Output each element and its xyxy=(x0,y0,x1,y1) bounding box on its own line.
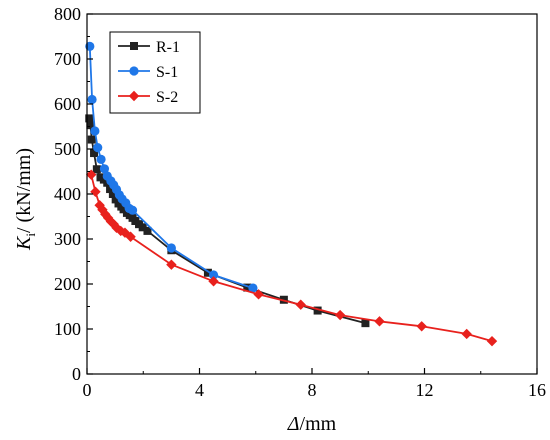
data-point xyxy=(87,135,96,144)
data-point xyxy=(97,204,108,215)
data-point xyxy=(253,289,264,300)
legend-box xyxy=(109,31,201,114)
x-tick-label: 12 xyxy=(416,380,434,400)
data-point xyxy=(361,319,370,328)
x-tick-label: 4 xyxy=(195,380,204,400)
data-point xyxy=(166,259,177,270)
data-point xyxy=(416,321,427,332)
y-tick-label: 600 xyxy=(54,94,81,114)
y-tick-label: 800 xyxy=(54,4,81,24)
legend-marker xyxy=(129,66,139,76)
legend-label: R-1 xyxy=(156,39,180,56)
data-point xyxy=(486,335,498,347)
data-point xyxy=(138,223,147,232)
data-point xyxy=(461,328,472,340)
y-tick-label: 300 xyxy=(54,229,81,249)
data-point xyxy=(313,306,322,315)
data-point xyxy=(208,270,219,280)
data-point xyxy=(94,200,105,211)
data-point xyxy=(106,185,115,194)
series-line xyxy=(90,174,493,342)
data-point xyxy=(100,209,111,220)
legend-entry-s-2: S-2 xyxy=(118,89,178,106)
data-point xyxy=(96,154,106,164)
y-tick-label: 500 xyxy=(54,139,81,159)
data-point xyxy=(295,299,306,310)
data-point xyxy=(86,169,97,180)
y-tick-label: 0 xyxy=(72,364,81,384)
data-point xyxy=(86,121,95,130)
y-tick-label: 700 xyxy=(54,49,81,69)
x-axis-title: Δ/mm xyxy=(287,413,337,435)
series-s-2 xyxy=(86,169,498,347)
x-tick-label: 8 xyxy=(308,380,317,400)
data-point xyxy=(127,205,138,215)
data-point xyxy=(166,243,176,253)
data-point xyxy=(334,309,346,321)
data-point xyxy=(208,276,219,287)
legend-label: S-1 xyxy=(156,64,178,81)
data-point xyxy=(87,94,97,105)
legend-marker xyxy=(130,42,138,50)
data-point xyxy=(99,164,110,174)
y-tick-label: 200 xyxy=(54,274,81,294)
x-tick-label: 0 xyxy=(83,380,92,400)
series-s-1 xyxy=(85,41,258,293)
y-axis-title: Ki/ (kN/mm) xyxy=(13,148,38,251)
data-point xyxy=(243,283,252,292)
data-point xyxy=(92,165,101,174)
legend-label: S-2 xyxy=(156,89,178,106)
series-r-1 xyxy=(85,114,370,328)
x-tick-label: 16 xyxy=(528,380,546,400)
data-point xyxy=(90,149,99,158)
data-point xyxy=(90,186,101,197)
y-tick-label: 100 xyxy=(54,319,81,339)
data-point xyxy=(125,231,136,242)
y-tick-label: 400 xyxy=(54,184,81,204)
data-point xyxy=(85,114,94,123)
data-point xyxy=(374,316,385,327)
data-point xyxy=(93,143,103,153)
legend-entry-s-1: S-1 xyxy=(118,64,178,81)
legend-marker xyxy=(128,90,140,102)
data-point xyxy=(90,126,100,136)
data-point xyxy=(108,190,117,198)
data-point xyxy=(203,268,212,277)
data-point xyxy=(143,226,152,235)
data-point xyxy=(111,222,122,233)
data-point xyxy=(248,283,258,293)
legend-entry-r-1: R-1 xyxy=(118,39,180,56)
data-point xyxy=(111,195,120,204)
